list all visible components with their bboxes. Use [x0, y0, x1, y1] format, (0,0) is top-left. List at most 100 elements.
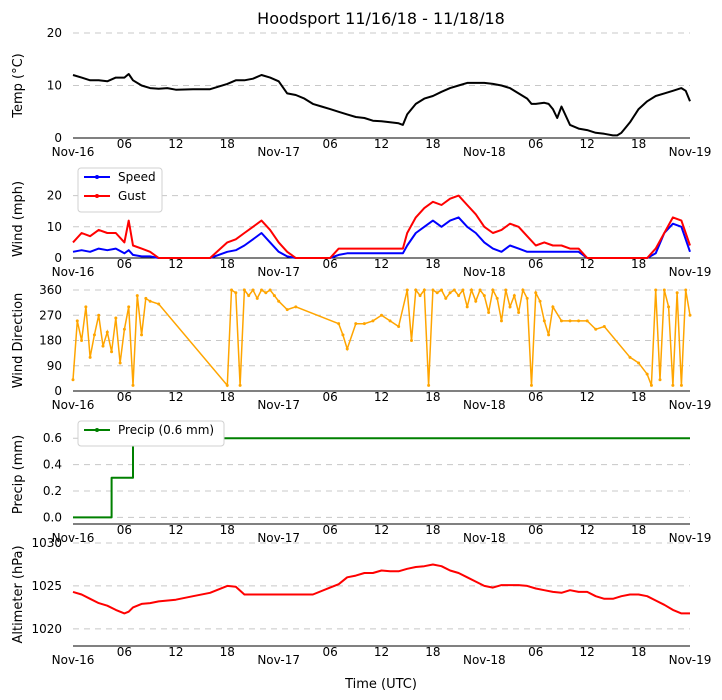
data-point — [534, 291, 538, 295]
data-point — [92, 333, 96, 337]
data-point — [474, 299, 478, 303]
data-point — [499, 319, 503, 323]
x-tick-label: 06 — [117, 645, 132, 659]
data-point — [144, 296, 148, 300]
data-point — [482, 294, 486, 298]
panel-temp: 0 10 20 Nov-16 06 12 18 Nov-17 06 12 18 Nov-18 06 12 1… — [11, 26, 711, 159]
x-tick-label: Nov-16 — [52, 265, 95, 279]
data-point — [585, 319, 589, 323]
legend-label: Gust — [118, 189, 146, 203]
data-point — [487, 310, 491, 314]
data-point — [675, 291, 679, 295]
data-point — [131, 383, 135, 387]
legend-box — [77, 167, 163, 213]
x-tick-label: Nov-19 — [669, 398, 712, 412]
x-tick-label: 12 — [168, 645, 183, 659]
x-tick-label: Nov-16 — [52, 398, 95, 412]
x-tick-label: 06 — [117, 390, 132, 404]
x-tick-label: Nov-17 — [257, 653, 300, 667]
data-point — [371, 319, 375, 323]
x-tick-label: Nov-16 — [52, 653, 95, 667]
panel-wind: 0 10 20 Nov-16 06 12 18 Nov-17 06 12 18 Nov-18 06 12 1… — [11, 167, 711, 279]
legend-box — [77, 420, 225, 447]
x-tick-label: 18 — [425, 523, 440, 537]
y-tick-label: 1025 — [31, 579, 62, 593]
x-tick-label: Nov-18 — [463, 653, 506, 667]
data-point — [294, 305, 298, 309]
x-tick-label: Nov-17 — [257, 531, 300, 545]
x-tick-label: 06 — [322, 390, 337, 404]
data-point — [157, 302, 161, 306]
data-point — [255, 296, 259, 300]
data-point — [512, 294, 516, 298]
data-point — [662, 288, 666, 292]
data-point — [504, 288, 508, 292]
data-point — [337, 322, 341, 326]
x-tick-label: Nov-19 — [669, 653, 712, 667]
data-point — [667, 305, 671, 309]
y-tick-label: 10 — [47, 79, 62, 93]
y-tick-label: 0.0 — [43, 510, 62, 524]
data-point — [517, 310, 521, 314]
data-point — [272, 294, 276, 298]
data-point — [88, 355, 92, 359]
x-tick-label: 18 — [220, 390, 235, 404]
data-point — [495, 296, 499, 300]
x-tick-label: 12 — [580, 523, 595, 537]
data-point — [679, 383, 683, 387]
data-point — [247, 294, 251, 298]
data-point — [268, 288, 272, 292]
x-tick-label: Nov-18 — [463, 145, 506, 159]
x-tick-label: Nov-17 — [257, 145, 300, 159]
data-point — [242, 288, 246, 292]
data-point — [568, 319, 572, 323]
x-tick-label: 18 — [220, 137, 235, 151]
x-tick-label: 18 — [631, 645, 646, 659]
panel-precip: 0.0 0.2 0.4 0.6 Nov-16 06 12 18 Nov-17 06 12 18 Nov-… — [11, 420, 711, 545]
data-point — [452, 288, 456, 292]
data-point — [75, 319, 79, 323]
legend-marker — [95, 175, 99, 179]
data-point — [260, 288, 264, 292]
x-tick-label: Nov-16 — [52, 531, 95, 545]
data-point — [251, 288, 255, 292]
data-point — [671, 383, 675, 387]
series-line-temp — [72, 73, 691, 137]
y-tick-label: 180 — [39, 334, 62, 348]
data-point — [491, 288, 495, 292]
series-line-altimeter — [72, 563, 690, 615]
series-line-gust — [72, 194, 691, 259]
data-point — [594, 327, 598, 331]
x-tick-label: 18 — [425, 137, 440, 151]
data-point — [431, 288, 435, 292]
data-point — [135, 294, 139, 298]
x-tick-label: Nov-17 — [257, 265, 300, 279]
data-point — [551, 305, 555, 309]
data-point — [80, 339, 84, 342]
legend-marker — [95, 194, 99, 198]
data-point — [405, 288, 409, 292]
x-tick-label: Nov-16 — [52, 145, 95, 159]
data-point — [388, 319, 392, 323]
data-point — [529, 383, 533, 387]
x-tick-label: Nov-18 — [463, 531, 506, 545]
x-tick-label: 06 — [528, 390, 543, 404]
x-axis-label: Time (UTC) — [344, 677, 417, 692]
data-point — [341, 333, 345, 337]
data-point — [637, 361, 641, 365]
data-point — [508, 305, 512, 309]
x-tick-label: 18 — [425, 645, 440, 659]
data-point — [84, 305, 88, 309]
x-tick-label: 18 — [631, 390, 646, 404]
data-point — [97, 313, 101, 317]
data-point — [602, 324, 606, 328]
y-tick-label: 270 — [39, 308, 62, 322]
data-point — [101, 344, 105, 348]
x-tick-label: 06 — [322, 137, 337, 151]
x-tick-label: 18 — [425, 257, 440, 271]
data-point — [148, 299, 152, 303]
data-point — [649, 383, 653, 387]
data-point — [469, 288, 473, 292]
